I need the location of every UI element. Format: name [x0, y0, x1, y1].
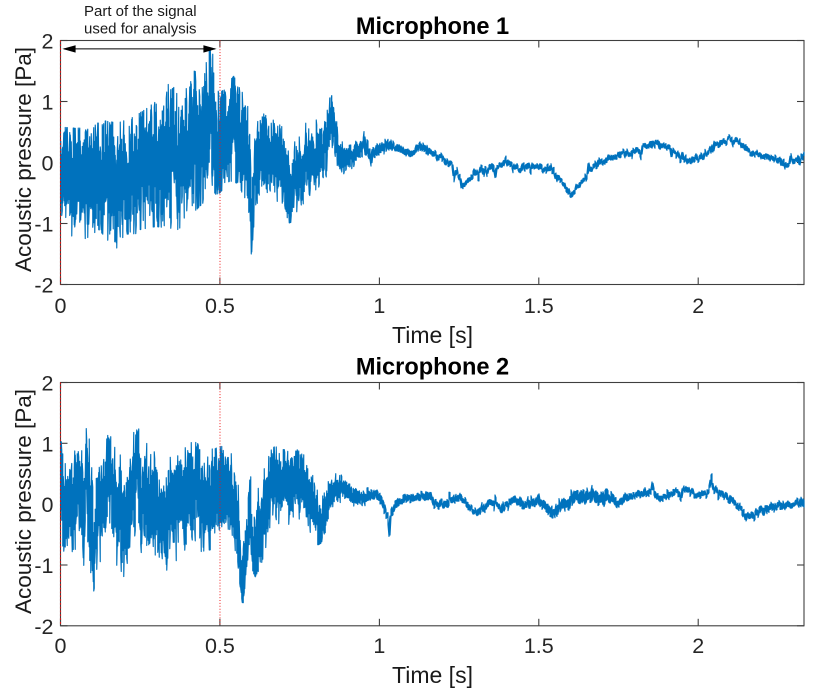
svg-text:1: 1 [42, 91, 54, 115]
svg-text:1.5: 1.5 [524, 634, 554, 658]
svg-text:-2: -2 [34, 274, 53, 298]
svg-text:Acoustic pressure [Pa]: Acoustic pressure [Pa] [11, 47, 36, 272]
svg-text:1: 1 [373, 294, 385, 318]
svg-text:Time [s]: Time [s] [392, 662, 473, 688]
svg-text:2: 2 [42, 372, 54, 396]
svg-text:1.5: 1.5 [524, 294, 554, 318]
svg-text:-2: -2 [34, 615, 53, 639]
svg-text:2: 2 [692, 634, 704, 658]
svg-text:0.5: 0.5 [205, 634, 235, 658]
svg-text:0: 0 [55, 294, 67, 318]
svg-text:0.5: 0.5 [205, 294, 235, 318]
svg-text:Microphone 1: Microphone 1 [356, 14, 509, 40]
svg-text:Microphone 2: Microphone 2 [356, 355, 509, 381]
svg-text:0: 0 [42, 152, 54, 176]
svg-text:2: 2 [692, 294, 704, 318]
svg-text:used for analysis: used for analysis [84, 21, 197, 38]
svg-text:-1: -1 [34, 213, 53, 237]
svg-text:2: 2 [42, 30, 54, 54]
svg-text:1: 1 [373, 634, 385, 658]
svg-text:1: 1 [42, 432, 54, 456]
svg-text:0: 0 [42, 493, 54, 517]
svg-text:Part of the signal: Part of the signal [84, 3, 197, 20]
svg-text:-1: -1 [34, 554, 53, 578]
svg-text:0: 0 [55, 634, 67, 658]
svg-text:Time [s]: Time [s] [392, 322, 473, 348]
svg-text:Acoustic pressure [Pa]: Acoustic pressure [Pa] [11, 389, 36, 614]
